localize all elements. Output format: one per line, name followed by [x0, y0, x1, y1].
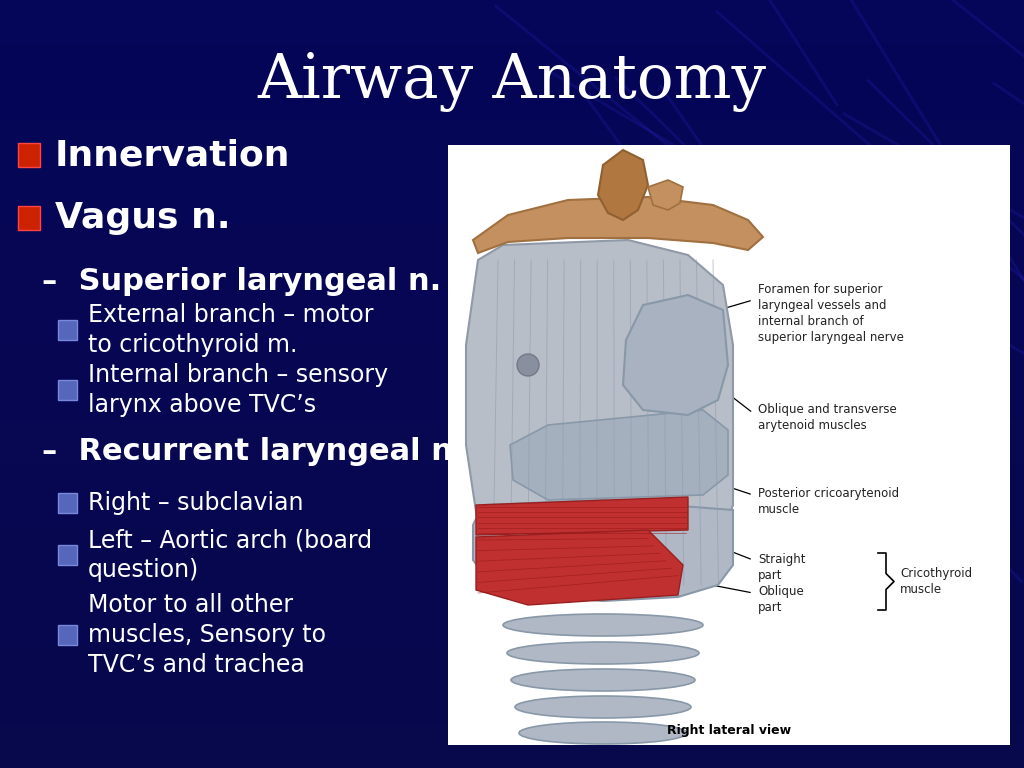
Text: Oblique
part: Oblique part — [758, 585, 804, 614]
Polygon shape — [623, 295, 728, 415]
Ellipse shape — [517, 354, 539, 376]
Bar — [18, 206, 40, 230]
Text: Oblique and transverse
arytenoid muscles: Oblique and transverse arytenoid muscles — [758, 403, 897, 432]
Text: Left – Aortic arch (board
question): Left – Aortic arch (board question) — [88, 528, 372, 582]
Polygon shape — [598, 150, 648, 220]
Polygon shape — [473, 500, 733, 601]
Ellipse shape — [503, 614, 703, 636]
Polygon shape — [648, 180, 683, 210]
Ellipse shape — [519, 722, 687, 744]
Polygon shape — [473, 197, 763, 253]
Text: Motor to all other
muscles, Sensory to
TVC’s and trachea: Motor to all other muscles, Sensory to T… — [88, 594, 326, 677]
Ellipse shape — [515, 696, 691, 718]
Polygon shape — [476, 530, 683, 605]
Text: Foramen for superior
laryngeal vessels and
internal branch of
superior laryngeal: Foramen for superior laryngeal vessels a… — [758, 283, 904, 344]
Text: External branch – motor
to cricothyroid m.: External branch – motor to cricothyroid … — [88, 303, 374, 357]
Polygon shape — [510, 410, 728, 500]
Text: –  Superior laryngeal n.: – Superior laryngeal n. — [42, 267, 441, 296]
Ellipse shape — [511, 669, 695, 691]
Text: Vagus n.: Vagus n. — [55, 201, 230, 235]
Text: Cricothyroid
muscle: Cricothyroid muscle — [900, 567, 972, 596]
Bar — [58, 625, 77, 645]
Text: Airway Anatomy: Airway Anatomy — [257, 52, 767, 112]
Text: Internal branch – sensory
larynx above TVC’s: Internal branch – sensory larynx above T… — [88, 363, 388, 417]
Bar — [58, 380, 77, 400]
Text: Right lateral view: Right lateral view — [667, 724, 792, 737]
Text: Innervation: Innervation — [55, 138, 291, 172]
Bar — [58, 493, 77, 513]
Text: –  Recurrent laryngeal n.: – Recurrent laryngeal n. — [42, 438, 465, 466]
Bar — [18, 143, 40, 167]
Ellipse shape — [507, 642, 699, 664]
Text: Right – subclavian: Right – subclavian — [88, 491, 303, 515]
Bar — [58, 545, 77, 565]
Text: Straight
part: Straight part — [758, 553, 806, 582]
Bar — [58, 320, 77, 340]
Polygon shape — [466, 240, 733, 595]
Bar — [449, 145, 1010, 745]
Text: Posterior cricoarytenoid
muscle: Posterior cricoarytenoid muscle — [758, 487, 899, 516]
Polygon shape — [476, 497, 688, 535]
